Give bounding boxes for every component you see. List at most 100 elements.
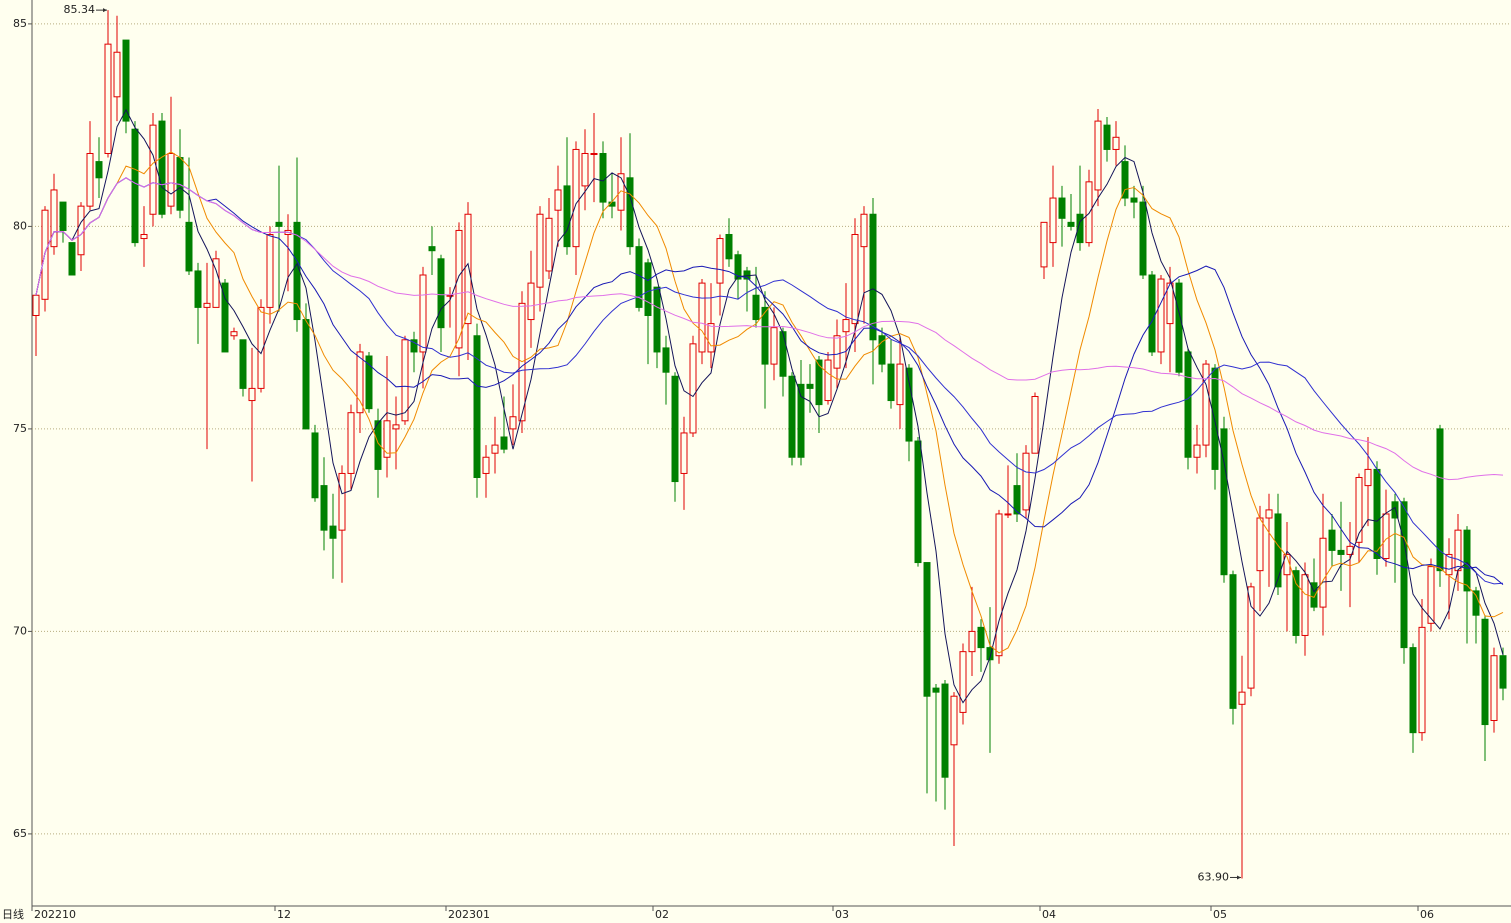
candle-body <box>1301 574 1309 636</box>
candle-body <box>338 472 346 531</box>
annotation-arrowhead <box>1237 875 1241 880</box>
candle-body <box>581 152 589 187</box>
candle-body <box>1157 278 1165 353</box>
candle-body <box>365 355 373 410</box>
x-tick-label: 12 <box>277 908 291 921</box>
candle-body <box>194 270 202 308</box>
candle-body <box>950 695 958 746</box>
candle-body <box>248 387 256 402</box>
candle-body <box>356 351 364 414</box>
candle-body <box>572 148 580 248</box>
candle-body <box>347 412 355 474</box>
annotation-label: 85.34 <box>64 3 96 16</box>
candle-body <box>887 363 895 402</box>
candle-body <box>158 120 166 215</box>
candle-body <box>1310 582 1318 608</box>
candle-body <box>977 626 985 649</box>
candle-body <box>383 420 391 458</box>
candle-body <box>122 39 130 122</box>
candle-body <box>599 152 607 203</box>
candle-body <box>113 51 121 98</box>
candle-body <box>149 124 157 215</box>
candle-body <box>1211 367 1219 470</box>
candle-body <box>590 152 598 155</box>
candle-body <box>1067 221 1075 227</box>
candle-body <box>680 432 688 474</box>
candle-body <box>1328 529 1336 551</box>
candle-body <box>743 270 751 280</box>
candle-body <box>644 262 652 317</box>
y-tick-label: 65 <box>13 827 27 840</box>
candle-body <box>545 217 553 272</box>
candle-body <box>707 323 715 353</box>
candle-body <box>554 189 562 211</box>
candle-body <box>734 254 742 280</box>
candle-body <box>491 444 499 454</box>
candle-body <box>653 286 661 353</box>
y-tick-label: 85 <box>13 17 27 30</box>
candle-body <box>1364 468 1372 487</box>
x-tick-label: 05 <box>1213 908 1227 921</box>
candle-body <box>221 282 229 353</box>
candle-body <box>1436 428 1444 572</box>
candle-body <box>266 233 274 308</box>
candle-body <box>1058 197 1066 219</box>
candle-body <box>428 246 436 252</box>
candle-body <box>239 339 247 389</box>
candle-body <box>1031 396 1039 454</box>
candle-body <box>689 343 697 434</box>
candle-body <box>1481 618 1489 726</box>
candle-body <box>1103 124 1111 150</box>
annotation-arrowhead <box>103 8 107 13</box>
x-tick-label: 202301 <box>448 908 490 921</box>
moving-average-line <box>35 151 1504 654</box>
candle-body <box>986 647 994 661</box>
candle-body <box>716 238 724 284</box>
candle-body <box>473 335 481 479</box>
x-tick-label: 03 <box>835 908 849 921</box>
candle-body <box>842 319 850 333</box>
candle-body <box>86 152 94 207</box>
moving-average-line <box>35 177 1504 585</box>
candle-body <box>311 432 319 499</box>
candle-body <box>536 213 544 288</box>
candle-body <box>923 562 931 697</box>
candle-body <box>1220 428 1228 576</box>
x-tick-label: 202210 <box>34 908 76 921</box>
candle-body <box>1238 691 1246 705</box>
candle-body <box>968 630 976 653</box>
candle-body <box>1490 655 1498 722</box>
candle-body <box>1049 197 1057 244</box>
candle-body <box>914 440 922 564</box>
candle-body <box>1040 221 1048 268</box>
candle-body <box>410 339 418 353</box>
candle-body <box>1418 626 1426 734</box>
candle-body <box>1175 282 1183 373</box>
candle-body <box>824 359 832 402</box>
candle-body <box>1256 517 1264 572</box>
candle-body <box>446 294 454 297</box>
candle-body <box>806 383 814 389</box>
x-tick-label: 04 <box>1042 908 1056 921</box>
candle-body <box>833 335 841 369</box>
candle-body <box>1400 501 1408 649</box>
candle-body <box>671 375 679 483</box>
candle-body <box>230 331 238 337</box>
candle-body <box>626 177 634 248</box>
candle-body <box>905 367 913 442</box>
candle-body <box>1247 586 1255 689</box>
candle-body <box>131 128 139 244</box>
candle-body <box>1409 647 1417 734</box>
candle-body <box>401 339 409 422</box>
candle-body <box>1139 201 1147 276</box>
candle-body <box>1337 549 1345 555</box>
x-tick-label: 06 <box>1420 908 1434 921</box>
candle-body <box>500 436 508 450</box>
candle-body <box>1274 513 1282 588</box>
candle-body <box>1076 213 1084 244</box>
y-tick-label: 80 <box>13 219 27 232</box>
candle-body <box>662 347 670 373</box>
candle-body <box>1112 136 1120 150</box>
